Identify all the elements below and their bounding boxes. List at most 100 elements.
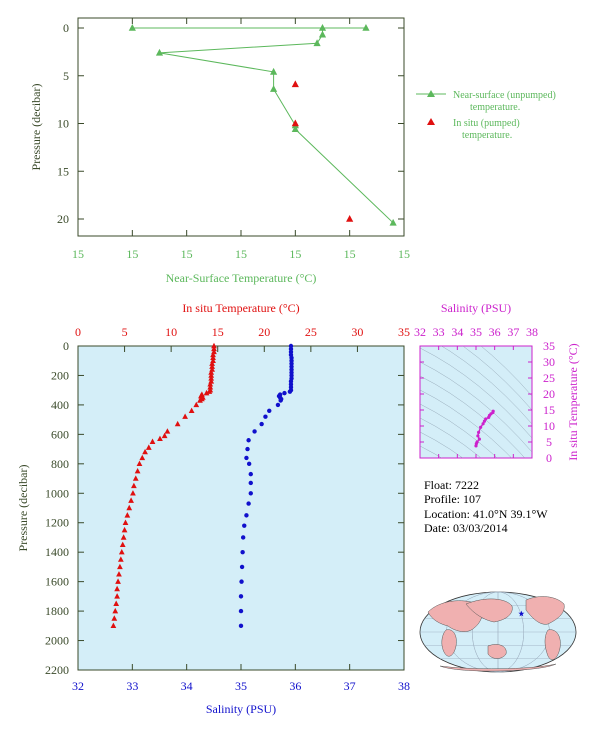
salinity-point: [245, 446, 250, 452]
ts-ytick-label: 15: [543, 403, 555, 417]
in-situ-point: [291, 80, 299, 88]
profile-ytick-label: 1400: [45, 545, 69, 559]
profile-ytick-label: 1200: [45, 516, 69, 530]
profile-ytick-label: 800: [51, 457, 69, 471]
info-location: Location: 41.0°N 39.1°W: [424, 507, 548, 521]
near-surface-point: [291, 125, 299, 133]
temperature-point: [116, 571, 122, 577]
ts-point: [481, 422, 485, 426]
profile-ytick-label: 200: [51, 368, 69, 382]
salinity-point: [240, 535, 246, 540]
profile-plot-frame: [77, 345, 405, 671]
info-float: Float: 7222: [424, 478, 479, 492]
profile-temperature-tick-label: 30: [351, 325, 363, 339]
ts-point: [479, 425, 483, 429]
profile-salinity-tick-label: 33: [126, 679, 138, 693]
ts-density-contour: [420, 347, 532, 439]
ns-xtick-label: 15: [72, 247, 84, 261]
temperature-point: [208, 369, 215, 375]
salinity-point: [267, 408, 272, 413]
salinity-point: [244, 455, 249, 461]
ns-ytick-label: 15: [57, 164, 69, 178]
float-location-marker: [518, 610, 525, 617]
ns-xtick-label: 15: [181, 247, 193, 261]
near-surface-legend: Near-surface (unpumped) temperature. In …: [416, 90, 558, 141]
temperature-point: [142, 448, 148, 455]
profile-salinity-tick-label: 34: [181, 679, 193, 693]
salinity-point: [278, 398, 283, 403]
profile-ytick-label: 400: [51, 398, 69, 412]
ts-xtick-label: 35: [470, 325, 482, 339]
near-surface-series: [128, 24, 397, 226]
profile-salinity-tick-label: 36: [289, 679, 301, 693]
temperature-point: [208, 372, 215, 378]
ts-point: [477, 437, 481, 441]
temperature-point: [110, 622, 117, 629]
near-surface-point: [318, 30, 327, 38]
salinity-point: [242, 523, 247, 528]
salinity-point: [239, 579, 244, 584]
temperature-point: [117, 563, 123, 570]
info-profile: Profile: 107: [424, 492, 481, 506]
land-africa: [441, 629, 457, 657]
profile-panel: 0200400600800100012001400160018002000220…: [16, 301, 410, 716]
ns-ytick-label: 5: [63, 69, 69, 83]
ts-xtick-label: 32: [414, 325, 426, 339]
land-eurasia-west: [427, 600, 483, 632]
profile-ytick-label: 2200: [45, 663, 69, 677]
ns-xtick-label: 15: [126, 247, 138, 261]
ts-density-contour: [420, 375, 526, 458]
ts-ytick-label: 20: [543, 387, 555, 401]
profile-temperature-tick-label: 35: [398, 325, 410, 339]
temperature-point: [210, 351, 216, 358]
ts-points: [474, 409, 495, 448]
temperature-point: [207, 384, 214, 390]
legend-label-near-surface: Near-surface (unpumped) temperature.: [453, 90, 558, 113]
temperature-point: [193, 401, 200, 408]
near-surface-point: [270, 85, 278, 92]
ts-density-contour: [480, 346, 532, 397]
in-situ-point: [291, 119, 299, 127]
profile-temperature-tick-label: 20: [258, 325, 270, 339]
ts-density-contour: [441, 346, 532, 425]
ts-ticks: [419, 345, 533, 459]
temperature-point: [115, 578, 121, 584]
temperature-point: [114, 593, 120, 599]
salinity-point: [238, 594, 244, 599]
salinity-point: [248, 491, 253, 496]
profile-temperature-tick-label: 5: [122, 325, 128, 339]
ns-xtick-label: 15: [398, 247, 410, 261]
ts-density-contour: [462, 346, 532, 411]
temperature-point: [120, 534, 127, 540]
temperature-point: [119, 541, 126, 548]
profile-temperature-tick-label: 25: [305, 325, 317, 339]
ts-density-contour: [420, 417, 482, 458]
temperature-point: [209, 360, 216, 366]
near-surface-point: [362, 24, 370, 31]
legend-marker-in-situ: [427, 118, 435, 125]
salinity-point: [282, 390, 287, 396]
profile-salinity-tick-label: 37: [344, 679, 356, 693]
salinity-point: [246, 461, 252, 467]
profile-ticks: [77, 345, 405, 671]
ns-ytick-label: 0: [63, 21, 69, 35]
salinity-point: [259, 421, 264, 427]
ts-ytick-label: 35: [543, 339, 555, 353]
near-surface-ylabel: Pressure (decibar): [29, 84, 43, 171]
ts-xtick-label: 38: [526, 325, 538, 339]
ts-point: [476, 434, 480, 438]
salinity-point: [244, 513, 249, 518]
ts-density-contour: [420, 431, 464, 458]
temperature-point: [139, 454, 146, 461]
ns-xtick-label: 15: [289, 247, 301, 261]
temperature-point: [121, 526, 128, 533]
temperature-point: [188, 407, 195, 414]
near-surface-point: [313, 39, 321, 47]
salinity-point: [287, 389, 293, 394]
salinity-point: [240, 549, 245, 555]
salinity-point: [239, 564, 245, 570]
near-surface-ticks: [77, 18, 405, 236]
ts-ytick-label: 10: [543, 419, 555, 433]
legend-label-in-situ: In situ (pumped) temperature.: [453, 118, 522, 141]
